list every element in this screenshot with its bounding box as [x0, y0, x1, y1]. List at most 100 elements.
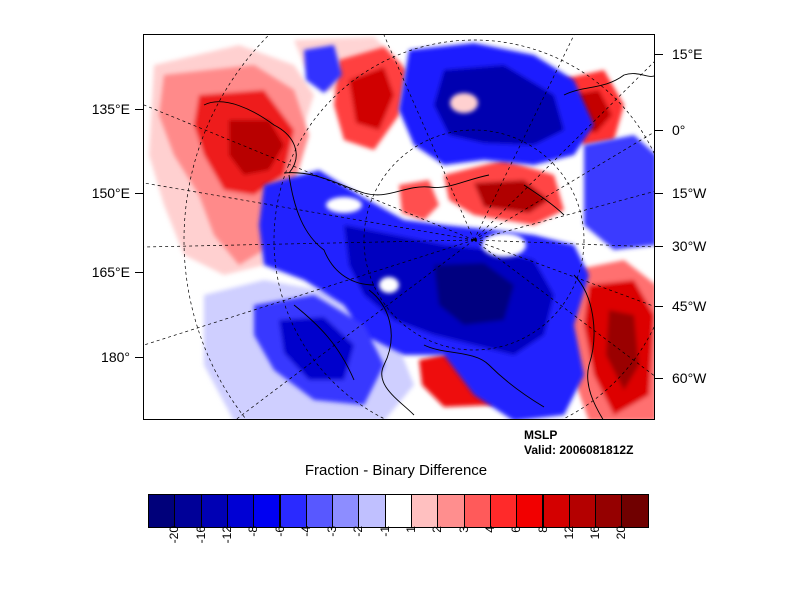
colorbar-tick-label: -16: [193, 526, 208, 544]
colorbar-tick-label: -3: [325, 526, 340, 537]
colorbar-tick-label: 16: [588, 526, 603, 540]
colorbar-tick-label: 2: [430, 526, 445, 533]
coastline: [283, 172, 490, 196]
colorbar-swatch: [568, 494, 597, 528]
plot-title: Fraction - Binary Difference: [304, 462, 488, 479]
map-panel: [143, 34, 655, 420]
colorbar-swatch: [253, 494, 281, 528]
tick-mark: [655, 193, 663, 194]
longitude-line: [473, 35, 575, 241]
neutral-gap: [326, 197, 362, 213]
colorbar-swatch: [332, 494, 360, 528]
colorbar-tick-label: 6: [509, 526, 524, 533]
longitude-line: [144, 239, 475, 346]
lon-label-left: 135°E: [91, 101, 130, 117]
colorbar-tick-label: 8: [535, 526, 550, 533]
coastline: [563, 73, 654, 96]
colorbar-swatch: [595, 494, 623, 528]
colorbar-swatch: [148, 494, 176, 528]
lon-label-left: 165°E: [91, 264, 130, 280]
latitude-circle: [363, 129, 585, 351]
longitude-line: [144, 239, 475, 248]
coastline: [423, 344, 545, 408]
tick-mark: [655, 54, 663, 55]
red-region-small-center: [399, 180, 439, 220]
colorbar-swatch: [489, 494, 518, 528]
colorbar-tick-label: 4: [482, 526, 497, 533]
colorbar-tick-label: 3: [456, 526, 471, 533]
longitude-line: [144, 182, 475, 241]
colorbar-tick-label: -12: [219, 526, 234, 544]
valid-time-label: Valid: 2006081812Z: [524, 443, 634, 457]
red-region-west-center: [229, 120, 284, 175]
neutral-gap: [379, 277, 399, 293]
colorbar-tick-label: -20: [167, 526, 182, 544]
lon-label-right: 45°W: [672, 298, 707, 314]
colorbar-swatch: [226, 494, 255, 528]
lon-label-right: 15°W: [672, 185, 707, 201]
tick-mark: [135, 193, 143, 194]
coastline: [368, 289, 415, 416]
latitude-circle: [273, 39, 654, 419]
difference-field-map: [144, 35, 654, 419]
longitude-line: [473, 239, 654, 376]
lon-label-right: 15°E: [672, 46, 703, 62]
colorbar-swatch: [305, 494, 334, 528]
longitude-line: [473, 191, 654, 241]
colorbar-tick-label: -1: [377, 526, 392, 537]
red-field-layer: [159, 47, 654, 419]
coastline: [573, 274, 604, 419]
blue-region-southwest-core: [279, 317, 354, 380]
lon-label-left: 180°: [101, 349, 130, 365]
blue-region-northwest-spot: [304, 45, 342, 93]
colorbar-swatch: [358, 494, 386, 528]
colorbar-swatch: [516, 494, 544, 528]
longitude-line: [473, 131, 654, 241]
colorbar-tick-label: -6: [272, 526, 287, 537]
colorbar-swatch: [279, 494, 307, 528]
colorbar-swatch: [174, 494, 202, 528]
longitude-line: [473, 61, 654, 241]
colorbar-swatch: [542, 494, 570, 528]
lon-label-right: 30°W: [672, 238, 707, 254]
colorbar-tick-label: -8: [246, 526, 261, 537]
colorbar-swatch: [463, 494, 491, 528]
tick-mark: [655, 130, 663, 131]
longitude-line: [383, 35, 475, 241]
neutral-gap-layer: [326, 93, 526, 293]
coastlines: [203, 73, 654, 419]
lat-lon-grid: [144, 35, 654, 419]
colorbar-tick-label: 1: [404, 526, 418, 533]
longitude-line: [473, 239, 654, 248]
colorbar-swatch: [437, 494, 465, 528]
blue-region-north-center-core: [434, 65, 564, 145]
colorbar-swatch: [411, 494, 439, 528]
neutral-gap: [450, 93, 478, 113]
colorbar-swatch: [621, 494, 649, 528]
field-name-label: MSLP: [524, 428, 558, 442]
blue-region-main-deep: [434, 263, 514, 325]
colorbar-swatch: [384, 494, 412, 528]
tick-mark: [135, 357, 143, 358]
coastline: [203, 101, 297, 174]
lon-label-left: 150°E: [91, 185, 130, 201]
blue-field-layer: [254, 43, 654, 419]
colorbar-swatch: [200, 494, 228, 528]
coastline: [523, 184, 565, 216]
colorbar-tick-label: 20: [614, 526, 629, 540]
red-region-pole-band-core: [474, 180, 549, 213]
tick-mark: [135, 272, 143, 273]
longitude-line: [473, 239, 654, 307]
coastline: [293, 304, 355, 381]
colorbar-tick-label: -2: [351, 526, 366, 537]
blue-region-east-strip: [584, 135, 654, 250]
red-region-east-center: [606, 310, 639, 390]
red-region-north-core: [349, 67, 394, 130]
tick-mark: [655, 306, 663, 307]
lon-label-right: 0°: [672, 122, 686, 138]
colorbar-tick-label: 12: [561, 526, 576, 540]
lon-label-right: 60°W: [672, 370, 707, 386]
longitude-line: [236, 239, 475, 419]
coastline: [288, 174, 375, 286]
tick-mark: [655, 378, 663, 379]
